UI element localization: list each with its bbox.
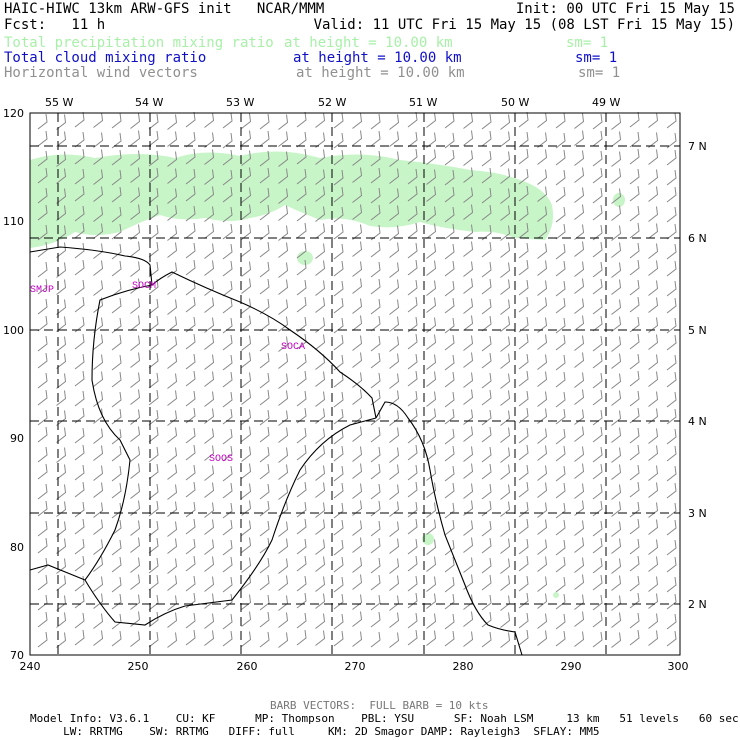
lon-label: 55 W [45, 96, 73, 109]
longitude-labels: 55 W 54 W 53 W 52 W 51 W 50 W 49 W [45, 96, 620, 109]
latlon-grid [30, 113, 680, 655]
x-tick: 290 [561, 660, 582, 673]
y-tick: 70 [10, 649, 24, 662]
region-label-soos: SOOS [209, 454, 233, 465]
x-tick: 300 [668, 660, 689, 673]
x-tick: 280 [453, 660, 474, 673]
x-tick: 260 [237, 660, 258, 673]
region-labels: SMJP SOCM SOCA SOOS [30, 281, 305, 465]
region-label-socm: SOCM [132, 281, 156, 292]
field-wind-sm: sm= 1 [578, 65, 621, 81]
x-tick: 270 [345, 660, 366, 673]
lat-label: 4 N [688, 415, 707, 428]
region-label-smjp: SMJP [30, 285, 54, 296]
x-axis-ticks: 240 250 260 270 280 290 300 [20, 660, 689, 673]
lat-label: 3 N [688, 507, 707, 520]
lat-label: 6 N [688, 232, 707, 245]
field-cloud-name: Total cloud mixing ratio [4, 50, 207, 66]
model-info-line2: LW: RRTMG SW: RRTMG DIFF: full KM: 2D Sm… [30, 725, 600, 738]
region-label-soca: SOCA [281, 342, 305, 353]
border [375, 401, 523, 656]
border [29, 564, 86, 581]
precip-blob [553, 592, 559, 598]
y-tick: 90 [10, 432, 24, 445]
lon-label: 51 W [409, 96, 437, 109]
plot-title: HAIC-HIWC 13km ARW-GFS init NCAR/MMM [4, 1, 325, 17]
lon-label: 49 W [592, 96, 620, 109]
precip-blob [422, 533, 434, 545]
latitude-labels: 7 N 6 N 5 N 4 N 3 N 2 N [688, 140, 707, 611]
lon-label: 53 W [226, 96, 254, 109]
y-tick: 80 [10, 541, 24, 554]
precip-blob [613, 193, 625, 207]
precipitation-shading [30, 151, 625, 598]
y-axis-ticks: 120 110 100 90 80 70 [3, 107, 24, 662]
x-tick: 250 [128, 660, 149, 673]
valid-time: Valid: 11 UTC Fri 15 May 15 (08 LST Fri … [313, 17, 735, 33]
coastlines [29, 246, 523, 656]
field-wind-name: Horizontal wind vectors [4, 65, 198, 81]
lon-label: 52 W [318, 96, 346, 109]
x-tick: 240 [20, 660, 41, 673]
y-tick: 110 [3, 215, 24, 228]
border [84, 284, 377, 626]
field-cloud-height: at height = 10.00 km [293, 50, 462, 66]
border [151, 271, 377, 419]
lat-label: 2 N [688, 598, 707, 611]
precip-band [30, 151, 554, 248]
coastline [29, 246, 153, 286]
field-precip-name: Total precipitation mixing ratio [4, 35, 274, 51]
init-time: Init: 00 UTC Fri 15 May 15 [515, 1, 735, 17]
lat-label: 7 N [688, 140, 707, 153]
model-info-line1: Model Info: V3.6.1 CU: KF MP: Thompson P… [30, 712, 739, 725]
map-frame [29, 112, 681, 656]
lon-label: 54 W [135, 96, 163, 109]
barb-legend: BARB VECTORS: FULL BARB = 10 kts [270, 699, 489, 712]
field-wind-height: at height = 10.00 km [296, 65, 465, 81]
y-tick: 120 [3, 107, 24, 120]
field-precip-sm: sm= 1 [566, 35, 609, 51]
field-precip-height: at height = 10.00 km [284, 35, 453, 51]
field-cloud-sm: sm= 1 [575, 50, 618, 66]
y-tick: 100 [3, 324, 24, 337]
forecast-hour: Fcst: 11 h [4, 17, 106, 33]
lat-label: 5 N [688, 324, 707, 337]
lon-label: 50 W [501, 96, 529, 109]
